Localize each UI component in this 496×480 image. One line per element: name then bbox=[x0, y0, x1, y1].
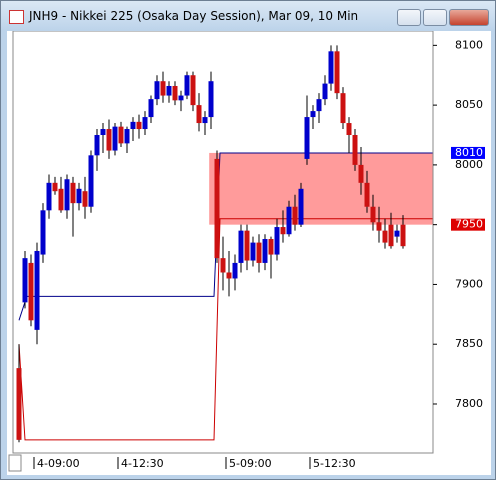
candle-body bbox=[232, 262, 238, 279]
candle-body bbox=[358, 164, 364, 183]
x-tick-label: 5-09:00 bbox=[229, 457, 272, 470]
candle-body bbox=[208, 81, 214, 118]
minimize-button[interactable] bbox=[397, 9, 421, 26]
close-button[interactable] bbox=[449, 9, 489, 26]
candle-body bbox=[100, 129, 106, 136]
candle-body bbox=[262, 239, 268, 263]
chart: 7800785079007950800080508100801079504-09… bbox=[7, 31, 491, 475]
candle-body bbox=[52, 182, 58, 192]
candle-body bbox=[310, 111, 316, 118]
candle-body bbox=[166, 85, 172, 96]
candle-body bbox=[82, 191, 88, 207]
candle-body bbox=[154, 81, 160, 100]
candle-body bbox=[280, 227, 286, 235]
candle-body bbox=[316, 99, 322, 112]
candle-body bbox=[196, 105, 202, 124]
candle-body bbox=[352, 135, 358, 165]
candle-body bbox=[292, 206, 298, 225]
candle-body bbox=[142, 117, 148, 130]
candle-body bbox=[340, 93, 346, 124]
candle-body bbox=[274, 227, 280, 255]
price-marker bbox=[451, 218, 485, 231]
candle-body bbox=[172, 85, 178, 101]
candle-body bbox=[364, 182, 370, 207]
candle-body bbox=[334, 51, 340, 94]
app-icon bbox=[9, 10, 24, 24]
candle-body bbox=[328, 51, 334, 84]
candle-body bbox=[346, 123, 352, 136]
candle-body bbox=[94, 135, 100, 156]
candle-body bbox=[124, 129, 130, 144]
candle-body bbox=[40, 210, 46, 255]
candle-body bbox=[370, 206, 376, 223]
y-tick-label: 8050 bbox=[455, 98, 483, 111]
candle-body bbox=[88, 155, 94, 207]
candle-body bbox=[28, 262, 34, 321]
candle-body bbox=[220, 258, 226, 273]
candle-body bbox=[34, 250, 40, 330]
candle-body bbox=[58, 188, 64, 211]
candle-body bbox=[130, 121, 136, 130]
candle-body bbox=[136, 121, 142, 130]
x-tick-label: 4-09:00 bbox=[37, 457, 80, 470]
candle-body bbox=[400, 224, 406, 247]
candle-body bbox=[388, 224, 394, 247]
candle-body bbox=[118, 126, 124, 144]
candle-body bbox=[268, 239, 274, 255]
candle-body bbox=[16, 368, 22, 440]
price-zone bbox=[209, 152, 433, 225]
candle-body bbox=[322, 83, 328, 100]
candle-body bbox=[376, 222, 382, 231]
candle-body bbox=[178, 95, 184, 101]
candle-body bbox=[160, 81, 166, 96]
candle-body bbox=[304, 117, 310, 159]
x-tick-label: 5-12:30 bbox=[313, 457, 356, 470]
level-line bbox=[18, 152, 433, 321]
scroll-box bbox=[8, 454, 22, 472]
y-tick-label: 8100 bbox=[455, 38, 483, 51]
candle-body bbox=[64, 179, 70, 211]
candle-body bbox=[184, 75, 190, 96]
candle-body bbox=[286, 206, 292, 235]
window-title: JNH9 - Nikkei 225 (Osaka Day Session), M… bbox=[29, 9, 359, 23]
y-tick-label: 7900 bbox=[455, 277, 483, 290]
candle-body bbox=[394, 230, 400, 237]
candle-body bbox=[256, 242, 262, 263]
candle-body bbox=[214, 158, 220, 259]
price-marker-label: 8010 bbox=[455, 146, 483, 159]
candle-body bbox=[46, 182, 52, 211]
candle-body bbox=[106, 129, 112, 151]
candle-body bbox=[202, 117, 208, 124]
plot-frame bbox=[12, 31, 434, 454]
candle-body bbox=[226, 272, 232, 279]
candle-body bbox=[250, 242, 256, 261]
y-tick-label: 8000 bbox=[455, 158, 483, 171]
candle-body bbox=[190, 75, 196, 106]
maximize-button[interactable] bbox=[423, 9, 447, 26]
candle-body bbox=[244, 230, 250, 261]
price-marker bbox=[451, 146, 485, 159]
candle-body bbox=[70, 182, 76, 204]
x-tick-label: 4-12:30 bbox=[121, 457, 164, 470]
candle-body bbox=[238, 230, 244, 263]
y-tick-label: 7800 bbox=[455, 397, 483, 410]
candle-body bbox=[298, 188, 304, 225]
title-bar: JNH9 - Nikkei 225 (Osaka Day Session), M… bbox=[1, 1, 495, 31]
candle-body bbox=[76, 188, 82, 204]
candle-body bbox=[382, 230, 388, 243]
candle-body bbox=[112, 126, 118, 151]
price-marker-label: 7950 bbox=[455, 218, 483, 231]
y-tick-label: 7850 bbox=[455, 337, 483, 350]
candle-body bbox=[22, 258, 28, 303]
candle-body bbox=[148, 99, 154, 118]
